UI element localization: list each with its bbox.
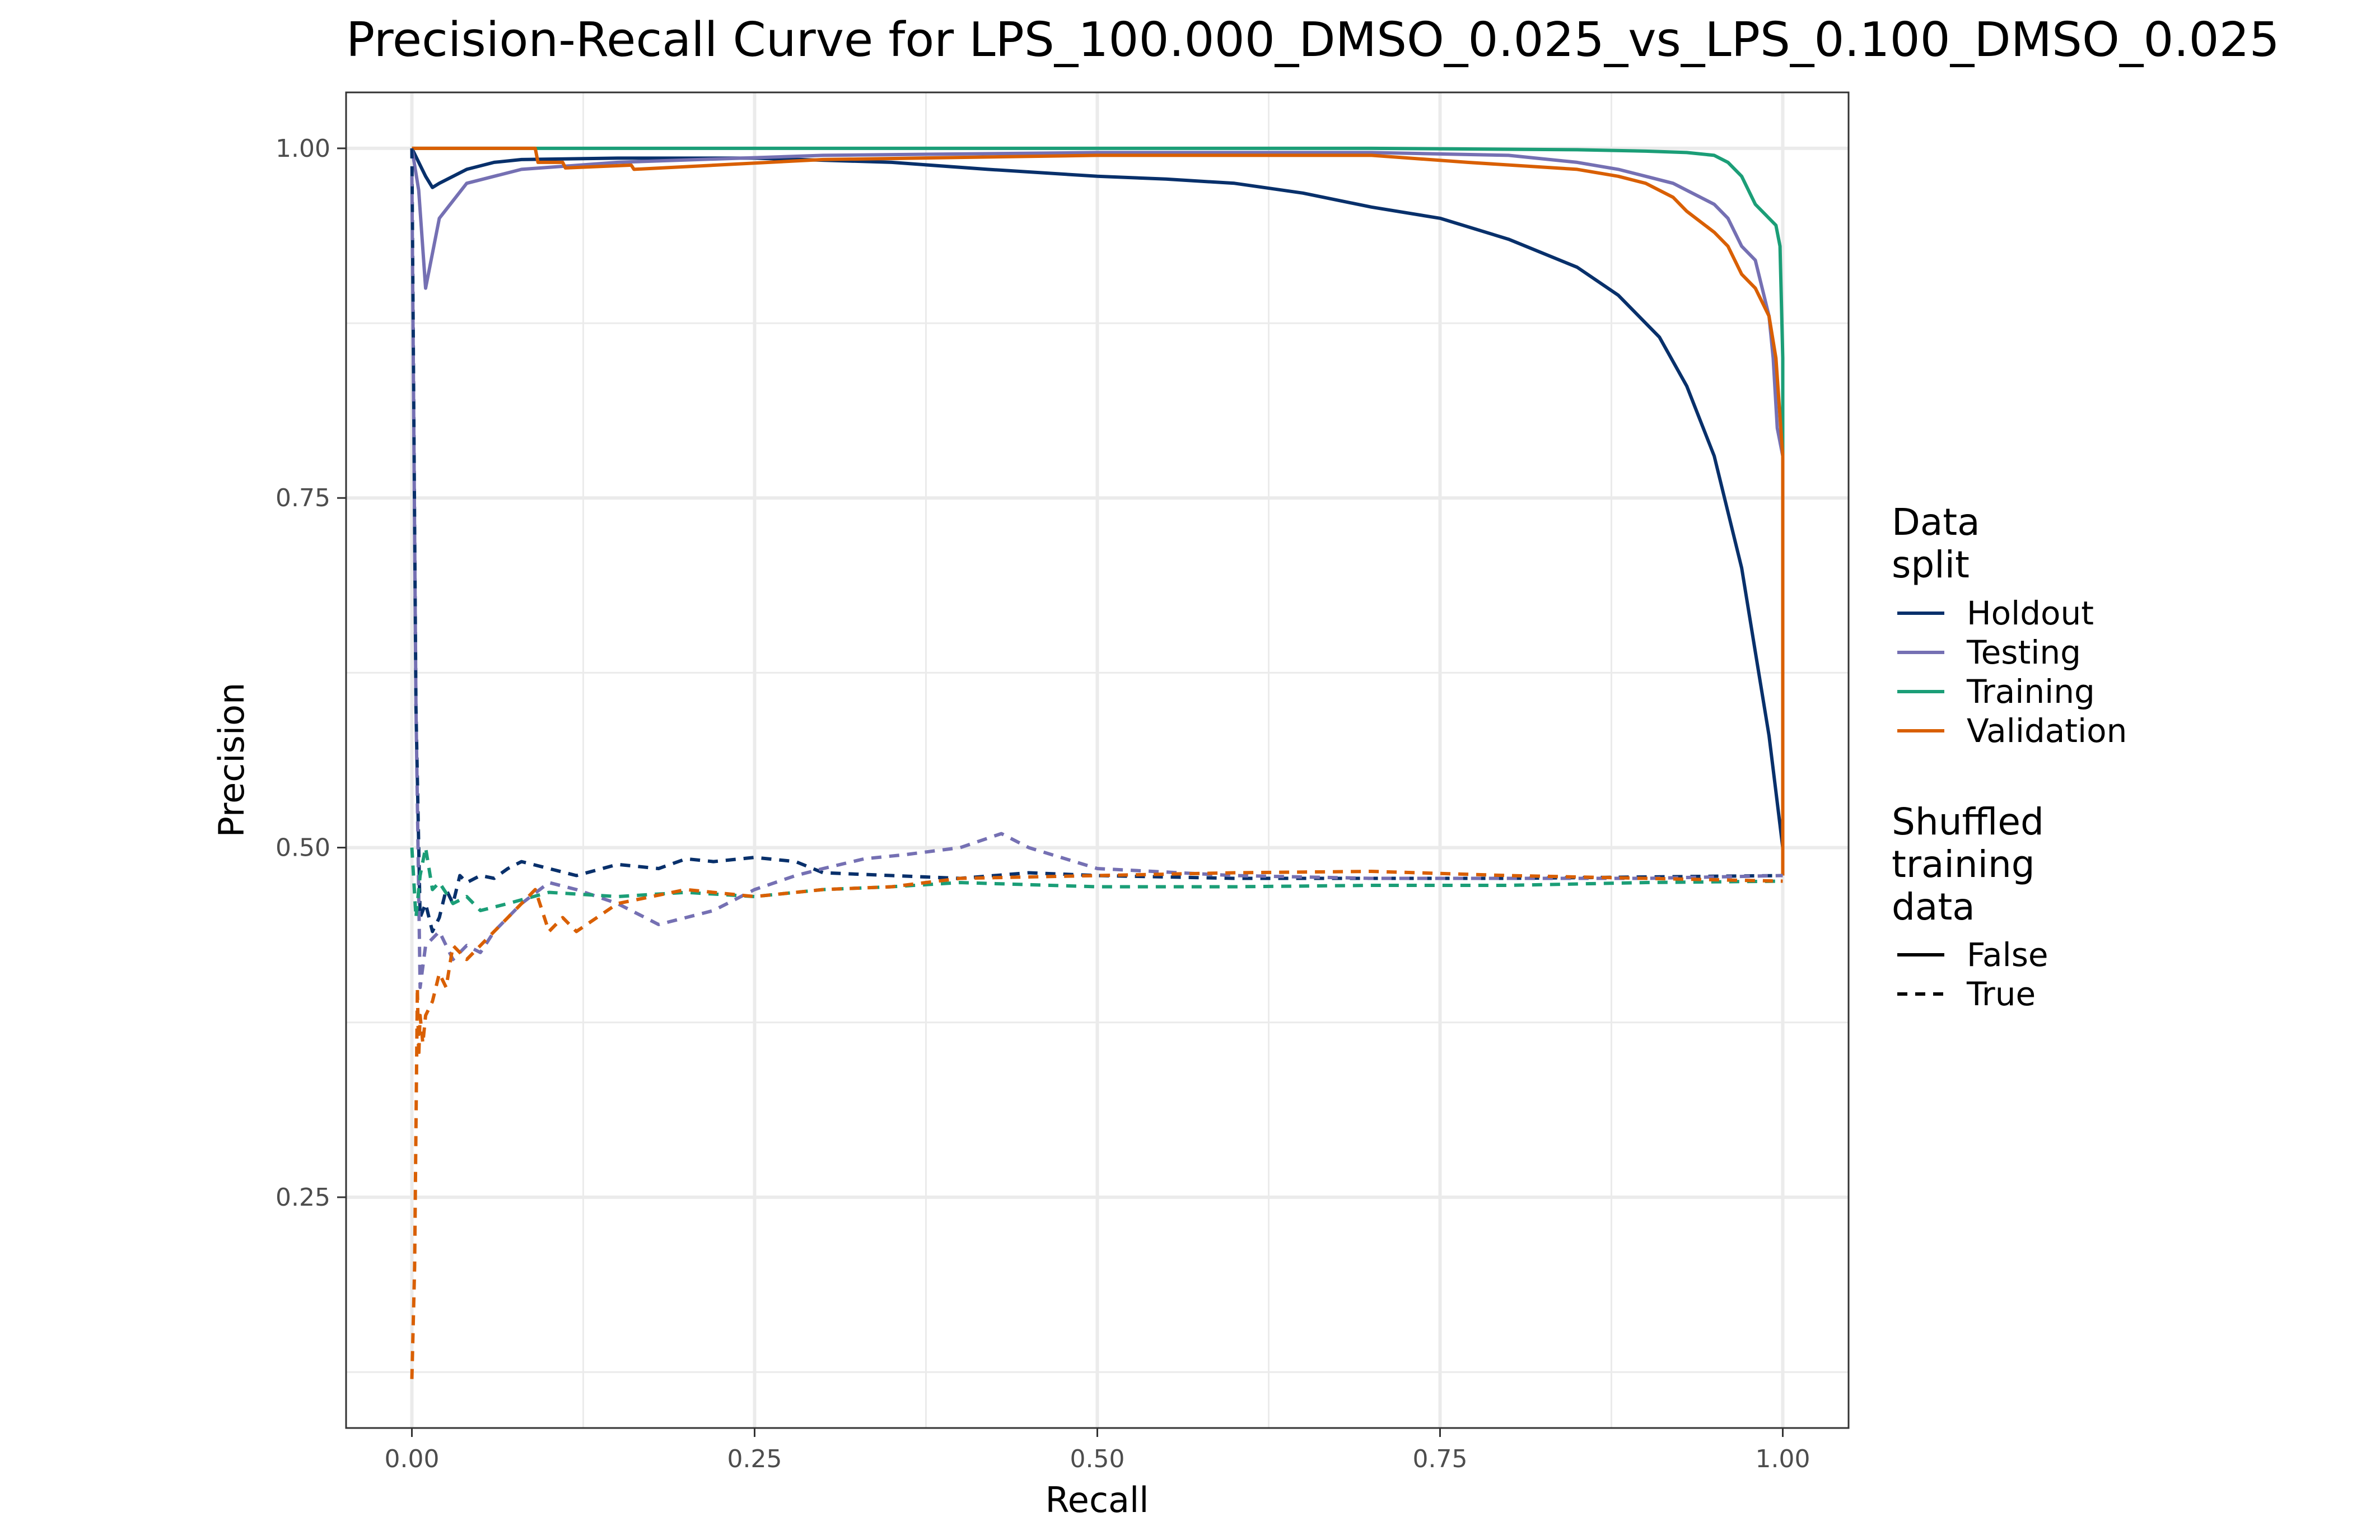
legend-label-training: Training	[1966, 673, 2095, 711]
legend-label-true: True	[1966, 975, 2036, 1013]
axes: 0.00 0.25 0.50 0.75 1.00 0.25 0.50 0.75 1.00	[276, 134, 1810, 1473]
series-line-validation	[412, 146, 1785, 876]
x-tick-label: 0.50	[1070, 1445, 1125, 1473]
x-axis-title: Recall	[1046, 1480, 1149, 1520]
series-line-training-shuffled	[410, 846, 1783, 920]
x-tick-label: 0.00	[385, 1445, 440, 1473]
series-line-holdout	[410, 147, 1785, 876]
y-tick-label: 0.75	[276, 484, 330, 512]
series-line-validation-shuffled	[410, 870, 1783, 1379]
series-line-training	[412, 146, 1785, 876]
legend-title-linetype: training	[1892, 843, 2035, 886]
series-lines	[410, 146, 1785, 1379]
x-tick-label: 0.25	[727, 1445, 782, 1473]
y-tick-label: 1.00	[276, 134, 330, 163]
legend-title-linetype: Shuffled	[1892, 800, 2044, 843]
legend-label-false: False	[1967, 936, 2048, 974]
y-axis-title: Precision	[211, 683, 252, 838]
legend-label-validation: Validation	[1967, 712, 2127, 750]
legend-title-linetype: data	[1892, 885, 1975, 928]
x-tick-label: 0.75	[1413, 1445, 1468, 1473]
chart-title: Precision-Recall Curve for LPS_100.000_D…	[346, 12, 2280, 68]
y-tick-label: 0.50	[276, 834, 330, 862]
y-tick-label: 0.25	[276, 1183, 330, 1212]
legend-title-color: split	[1892, 543, 1970, 586]
legend-label-holdout: Holdout	[1967, 594, 2094, 632]
x-tick-label: 1.00	[1756, 1445, 1810, 1473]
legend-label-testing: Testing	[1966, 633, 2081, 671]
legend-title-color: Data	[1892, 501, 1980, 544]
